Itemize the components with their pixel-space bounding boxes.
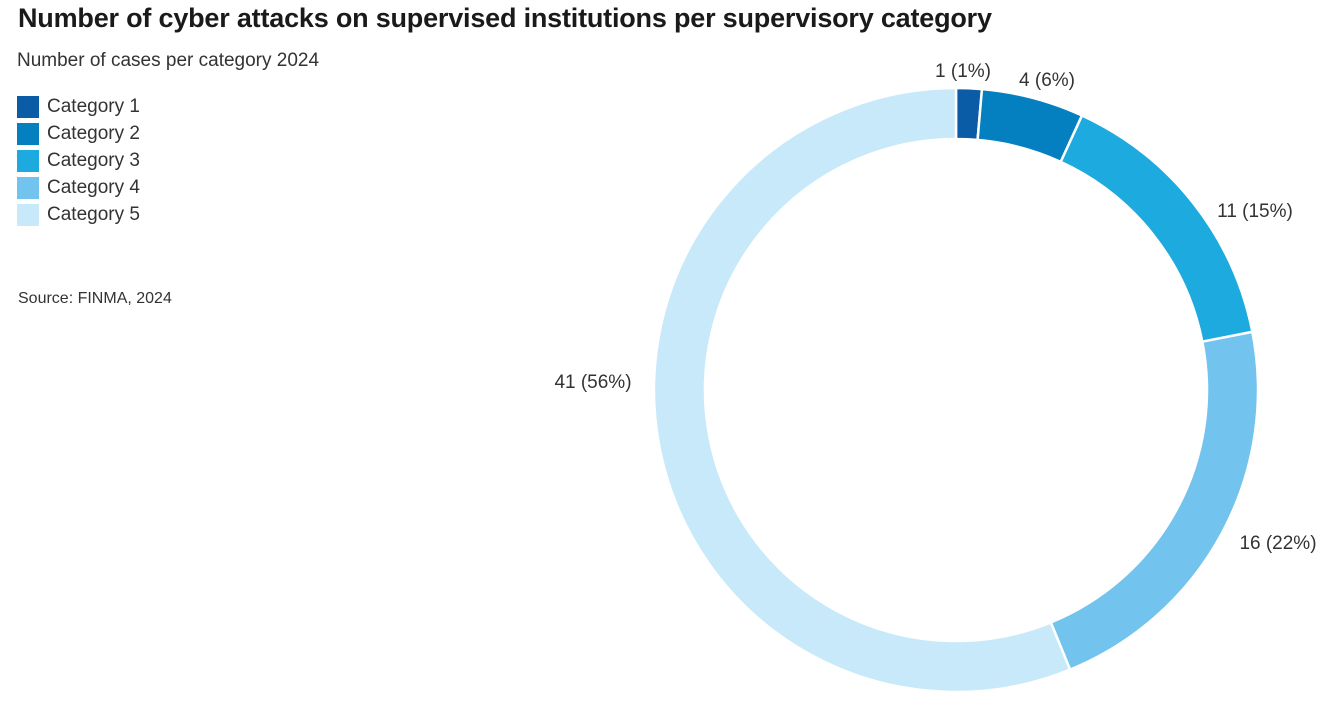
data-label-1: 1 (1%) <box>935 61 991 82</box>
legend-label: Category 3 <box>47 150 140 171</box>
data-label-3: 11 (15%) <box>1217 201 1293 222</box>
legend-item-category-2: Category 2 <box>17 114 140 154</box>
chart-subtitle: Number of cases per category 2024 <box>17 50 320 71</box>
data-label-5: 41 (56%) <box>554 372 631 393</box>
donut-slice-3 <box>1059 113 1254 344</box>
legend-item-category-4: Category 4 <box>17 168 140 208</box>
donut-slice-5 <box>652 86 1072 694</box>
legend: Category 1 Category 2 Category 3 Categor… <box>17 87 140 235</box>
legend-label: Category 5 <box>47 204 140 225</box>
legend-item-category-3: Category 3 <box>17 141 140 181</box>
legend-swatch <box>17 204 39 226</box>
legend-label: Category 2 <box>47 123 140 144</box>
data-label-2: 4 (6%) <box>1019 70 1075 91</box>
legend-swatch <box>17 177 39 199</box>
legend-label: Category 1 <box>47 96 140 117</box>
data-label-4: 16 (22%) <box>1239 533 1316 554</box>
legend-label: Category 4 <box>47 177 140 198</box>
legend-swatch <box>17 123 39 145</box>
chart-source: Source: FINMA, 2024 <box>18 290 172 307</box>
legend-item-category-1: Category 1 <box>17 87 140 127</box>
legend-item-category-5: Category 5 <box>17 195 140 235</box>
chart-title: Number of cyber attacks on supervised in… <box>18 3 992 33</box>
donut-slice-4 <box>1049 330 1260 672</box>
legend-swatch <box>17 150 39 172</box>
legend-swatch <box>17 96 39 118</box>
